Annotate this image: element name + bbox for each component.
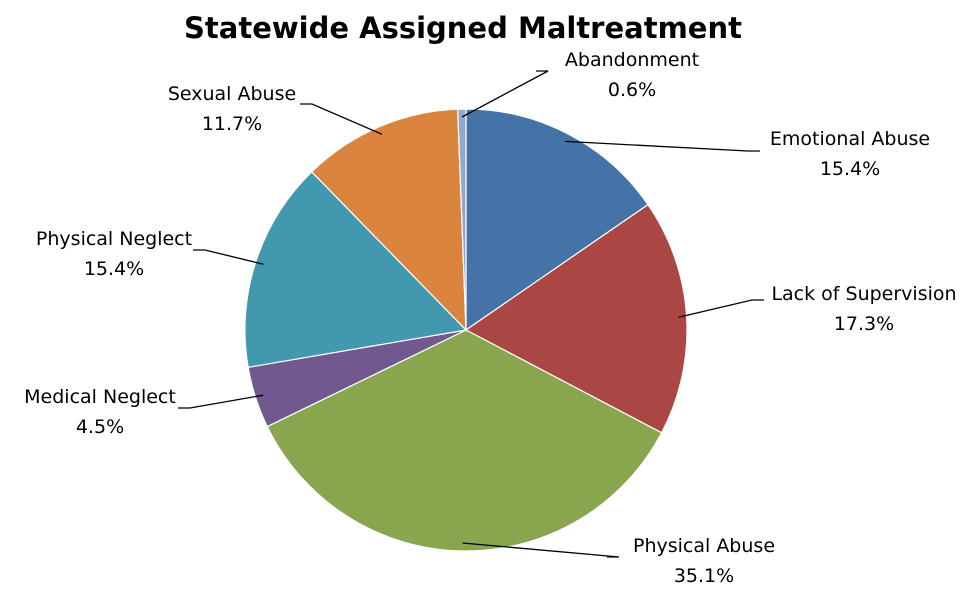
pie-slice-abandonment bbox=[457, 108, 467, 331]
slice-label-lack-of-supervision: Lack of Supervision bbox=[771, 283, 956, 305]
slice-label-abandonment: Abandonment bbox=[565, 49, 699, 71]
slice-value-sexual-abuse: 11.7% bbox=[202, 113, 262, 135]
slice-value-physical-abuse: 35.1% bbox=[674, 565, 734, 587]
pie-slice-emotional-abuse bbox=[465, 108, 649, 332]
leader-line-physical-abuse bbox=[462, 542, 620, 558]
pie-slice-sexual-abuse bbox=[310, 108, 467, 332]
leader-lines bbox=[178, 70, 764, 558]
slice-label-physical-neglect: Physical Neglect bbox=[36, 228, 192, 250]
leader-line-lack-of-supervision bbox=[678, 299, 764, 318]
slice-label-sexual-abuse: Sexual Abuse bbox=[168, 83, 296, 105]
pie-slices bbox=[244, 108, 688, 552]
leader-line-medical-neglect bbox=[178, 394, 264, 409]
slice-value-emotional-abuse: 15.4% bbox=[820, 158, 880, 180]
slice-value-physical-neglect: 15.4% bbox=[84, 258, 144, 280]
chart-title: Statewide Assigned Maltreatment bbox=[184, 11, 742, 45]
leader-line-emotional-abuse bbox=[565, 140, 760, 152]
slice-value-lack-of-supervision: 17.3% bbox=[834, 313, 894, 335]
slice-value-abandonment: 0.6% bbox=[608, 79, 656, 101]
data-labels: Emotional Abuse 15.4% Lack of Supervision 1… bbox=[24, 49, 956, 587]
slice-value-medical-neglect: 4.5% bbox=[76, 416, 124, 438]
slice-label-medical-neglect: Medical Neglect bbox=[24, 386, 176, 408]
pie-slice-physical-abuse bbox=[266, 329, 663, 552]
slice-label-physical-abuse: Physical Abuse bbox=[633, 535, 775, 557]
slice-label-emotional-abuse: Emotional Abuse bbox=[770, 128, 930, 150]
leader-line-abandonment bbox=[461, 70, 549, 118]
leader-line-physical-neglect bbox=[193, 249, 264, 265]
pie-slice-lack-of-supervision bbox=[464, 203, 688, 434]
leader-line-sexual-abuse bbox=[300, 103, 383, 135]
